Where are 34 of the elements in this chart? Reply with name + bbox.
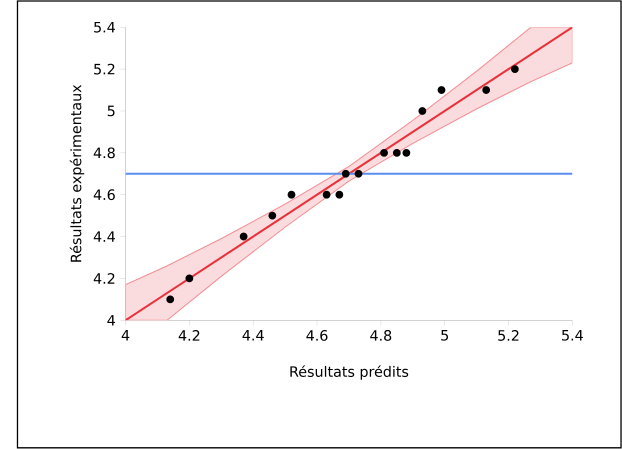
point (354, 170, 362, 178)
point (402, 149, 410, 157)
y-tick-label: 4.8 (94, 148, 115, 158)
point (268, 212, 276, 220)
y-tick-label: 4 (107, 315, 115, 326)
x-tick-label: 4 (122, 330, 130, 341)
point (438, 86, 446, 94)
x-tick-label: 4.2 (178, 330, 200, 341)
y-tick-label: 5 (108, 106, 115, 116)
y-tick-label: 5.2 (94, 64, 114, 75)
point (335, 190, 344, 199)
y-tick-label: 4.4 (94, 231, 115, 242)
x-tick-label: 4.6 (306, 330, 328, 341)
x-tick-label: 5.4 (562, 330, 583, 341)
point (166, 296, 174, 304)
point (342, 170, 350, 178)
x-tick-label: 4.4 (242, 330, 264, 341)
point (288, 190, 296, 199)
point (392, 149, 401, 157)
point (482, 86, 490, 94)
y-axis-title: Résultats expérimentaux (70, 84, 84, 262)
point (240, 232, 248, 241)
x-tick-label: 5.2 (498, 330, 518, 341)
point (322, 190, 331, 199)
x-axis-title: Résultats prédits (290, 365, 408, 380)
y-tick-label: 4.2 (94, 273, 114, 284)
point (185, 274, 194, 282)
point (380, 149, 388, 157)
point (511, 65, 519, 74)
point (418, 107, 426, 115)
y-tick-label: 4.6 (94, 189, 115, 200)
x-tick-label: 4.8 (370, 330, 392, 341)
y-tick-label: 5.4 (94, 22, 115, 33)
x-tick-label: 5 (441, 330, 448, 341)
